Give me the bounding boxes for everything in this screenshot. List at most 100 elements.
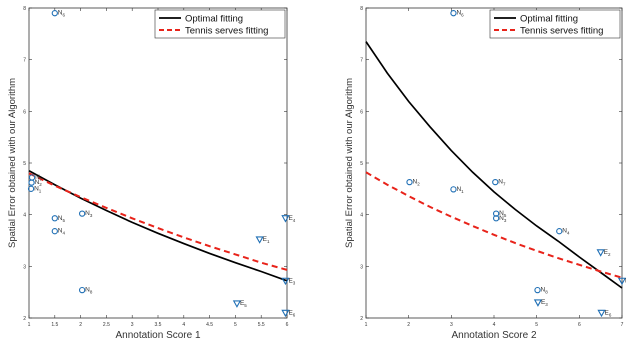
left-chart-x-tick-label: 1 [28,322,31,328]
left-chart-point-label: E6 [288,309,295,317]
right-chart-plot-area [365,7,623,319]
point-label-subscript: 5 [244,303,247,308]
right-chart-y-tick-label: 7 [360,58,363,64]
point-label-letter: E [288,277,293,284]
right-chart-point-label: N8 [541,287,549,295]
point-label-letter: N [456,186,461,193]
left-chart-point-E5 [232,300,242,308]
left-chart-x-tick-label: 6 [286,322,289,328]
right-chart-y-tick-label: 8 [360,6,363,12]
right-chart-point-N6 [450,10,457,17]
point-label-letter: E [604,249,609,256]
left-chart-point-N4 [51,228,58,235]
point-label-subscript: 1 [267,239,270,244]
point-label-subscript: 8 [545,290,548,295]
right-chart-point-label: N7 [498,179,506,187]
point-label-subscript: 2 [39,182,42,187]
point-label-subscript: 8 [90,290,93,295]
left-chart-point-label: N4 [58,228,66,236]
left-chart-point-label: N7 [35,174,43,182]
left-chart-x-tick-label: 3.5 [155,322,162,328]
point-label-subscript: 3 [545,302,548,307]
point-label-subscript: 3 [504,218,507,223]
left-chart-y-tick-label: 7 [23,58,26,64]
left-chart-point-label: N3 [85,210,93,218]
point-label-subscript: 6 [609,312,612,317]
right-chart-x-tick-label: 3 [450,322,453,328]
right-chart-optimal-fit-line [365,41,623,289]
point-label-letter: E [288,309,293,316]
point-label-letter: N [35,174,40,181]
point-label-letter: N [499,210,504,217]
left-chart-x-axis-label: Annotation Score 1 [115,330,200,341]
left-chart-point-label: N1 [34,185,42,193]
left-chart-point-E4 [281,215,290,223]
point-label-letter: N [413,179,418,186]
left-chart-y-axis-label: Spatial Error obtained with our Algorith… [7,78,18,248]
point-label-subscript: 3 [293,280,296,285]
left-chart-y-tick-label: 5 [23,161,26,167]
chart-left: 1 1.5 2 2.5 3 3.5 4 4.5 5 5.5 6 2 3 4 5 6 7 8 Annotation S… [7,6,296,341]
right-chart-point-label: E3 [541,299,548,307]
left-chart-legend-label: Tennis serves fitting [185,26,268,37]
right-chart-tennis-fit-line [365,171,623,279]
left-chart-point-N2 [28,179,35,186]
right-chart-point-label: N3 [499,215,507,223]
point-label-letter: N [456,10,461,17]
left-chart-x-tick-label: 3 [131,322,134,328]
right-chart-point-label: N1 [456,186,464,194]
left-chart-point-E3 [281,277,290,286]
right-chart-x-tick-label: 6 [578,322,581,328]
left-chart-y-tick-label: 3 [23,264,26,270]
left-chart-x-tick-label: 4 [182,322,185,328]
right-chart-point-label: E6 [605,309,612,317]
right-chart-point-label: N2 [413,179,421,187]
right-chart-legend-label: Tennis serves fitting [520,26,603,37]
left-chart-optimal-fit-line [28,170,288,282]
point-label-letter: E [288,215,293,222]
left-chart-x-tick-label: 5.5 [258,322,265,328]
right-chart-y-tick-label: 2 [360,316,363,322]
point-label-letter: N [35,179,40,186]
point-label-subscript: 5 [63,218,66,223]
point-label-letter: N [562,228,567,235]
point-label-subscript: 5 [504,213,507,218]
point-label-letter: N [498,179,503,186]
right-chart-point-N7 [492,178,499,186]
right-chart-point-label: N6 [456,10,464,18]
point-label-letter: N [58,10,63,17]
left-chart-legend [154,9,286,39]
right-chart-x-tick-label: 2 [407,322,410,328]
left-chart-x-tick-label: 1.5 [51,322,58,328]
right-chart-x-tick-label: 1 [365,322,368,328]
point-label-subscript: 3 [90,213,93,218]
point-label-subscript: 6 [63,13,66,18]
point-label-letter: E [240,300,245,307]
point-label-letter: N [85,210,90,217]
point-label-subscript: 7 [503,182,506,187]
right-chart-x-tick-label: 5 [535,322,538,328]
right-chart-x-tick-label: 7 [621,322,624,328]
right-chart-point-N1 [450,186,457,193]
left-chart-y-tick-label: 2 [23,316,26,322]
right-chart-y-tick-label: 5 [360,161,363,167]
point-label-letter: E [541,299,546,306]
left-chart-x-tick-label: 5 [234,322,237,328]
left-chart-x-tick-label: 2.5 [103,322,110,328]
left-chart-point-label: N8 [85,287,93,295]
right-chart-y-axis-label: Spatial Error obtained with our Algorith… [344,78,355,248]
left-chart-point-label: N5 [58,215,66,223]
left-chart-plot-area [28,7,288,319]
point-label-subscript: 1 [39,188,42,193]
right-chart-point-E6 [597,309,606,318]
point-label-subscript: 7 [40,177,43,182]
right-chart-y-tick-label: 4 [360,213,363,219]
point-label-letter: N [499,215,504,222]
point-label-subscript: 4 [567,231,570,236]
left-chart-y-tick-label: 4 [23,213,26,219]
right-chart-point-E3 [533,299,543,307]
right-chart-point-N8 [534,286,541,294]
left-chart-point-E1 [255,236,264,244]
right-chart-point-label: E2 [604,249,611,257]
